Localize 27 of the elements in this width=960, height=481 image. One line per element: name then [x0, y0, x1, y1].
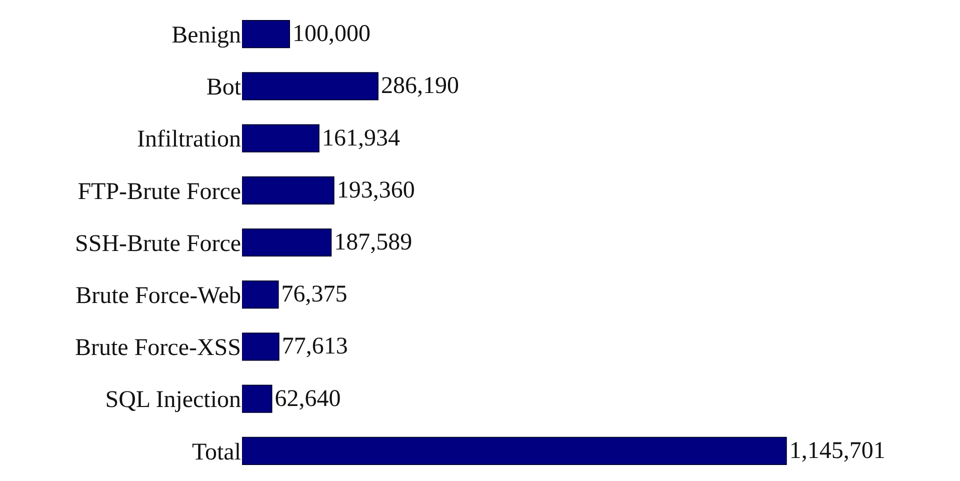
- bar: [242, 384, 272, 413]
- y-tick-label: Brute Force-Web: [76, 283, 241, 310]
- data-label: 161,934: [322, 125, 400, 152]
- y-tick-label: FTP-Brute Force: [78, 178, 241, 205]
- y-tick-label: Total: [192, 439, 242, 466]
- bar: [242, 332, 280, 361]
- data-label: 77,613: [282, 334, 348, 360]
- bar: [242, 124, 320, 152]
- bar: [242, 280, 279, 309]
- y-tick-label: Bot: [206, 74, 242, 101]
- bar: [242, 72, 378, 100]
- data-label: 187,589: [334, 230, 412, 256]
- data-label: 193,360: [336, 177, 415, 204]
- data-label: 286,190: [380, 73, 459, 100]
- data-label: 62,640: [274, 386, 341, 412]
- bar: [242, 228, 332, 257]
- data-label: 1,145,701: [789, 438, 886, 464]
- y-tick-label: SQL Injection: [105, 387, 241, 414]
- data-label: 76,375: [281, 282, 348, 308]
- bar: [242, 20, 290, 48]
- bar: [242, 436, 787, 465]
- y-tick-label: Brute Force-XSS: [75, 335, 241, 362]
- y-tick-label: Benign: [172, 22, 241, 48]
- data-label: 100,000: [292, 21, 371, 48]
- bar: [242, 176, 334, 204]
- y-tick-label: Infiltration: [137, 126, 241, 153]
- y-tick-label: SSH-Brute Force: [75, 230, 241, 257]
